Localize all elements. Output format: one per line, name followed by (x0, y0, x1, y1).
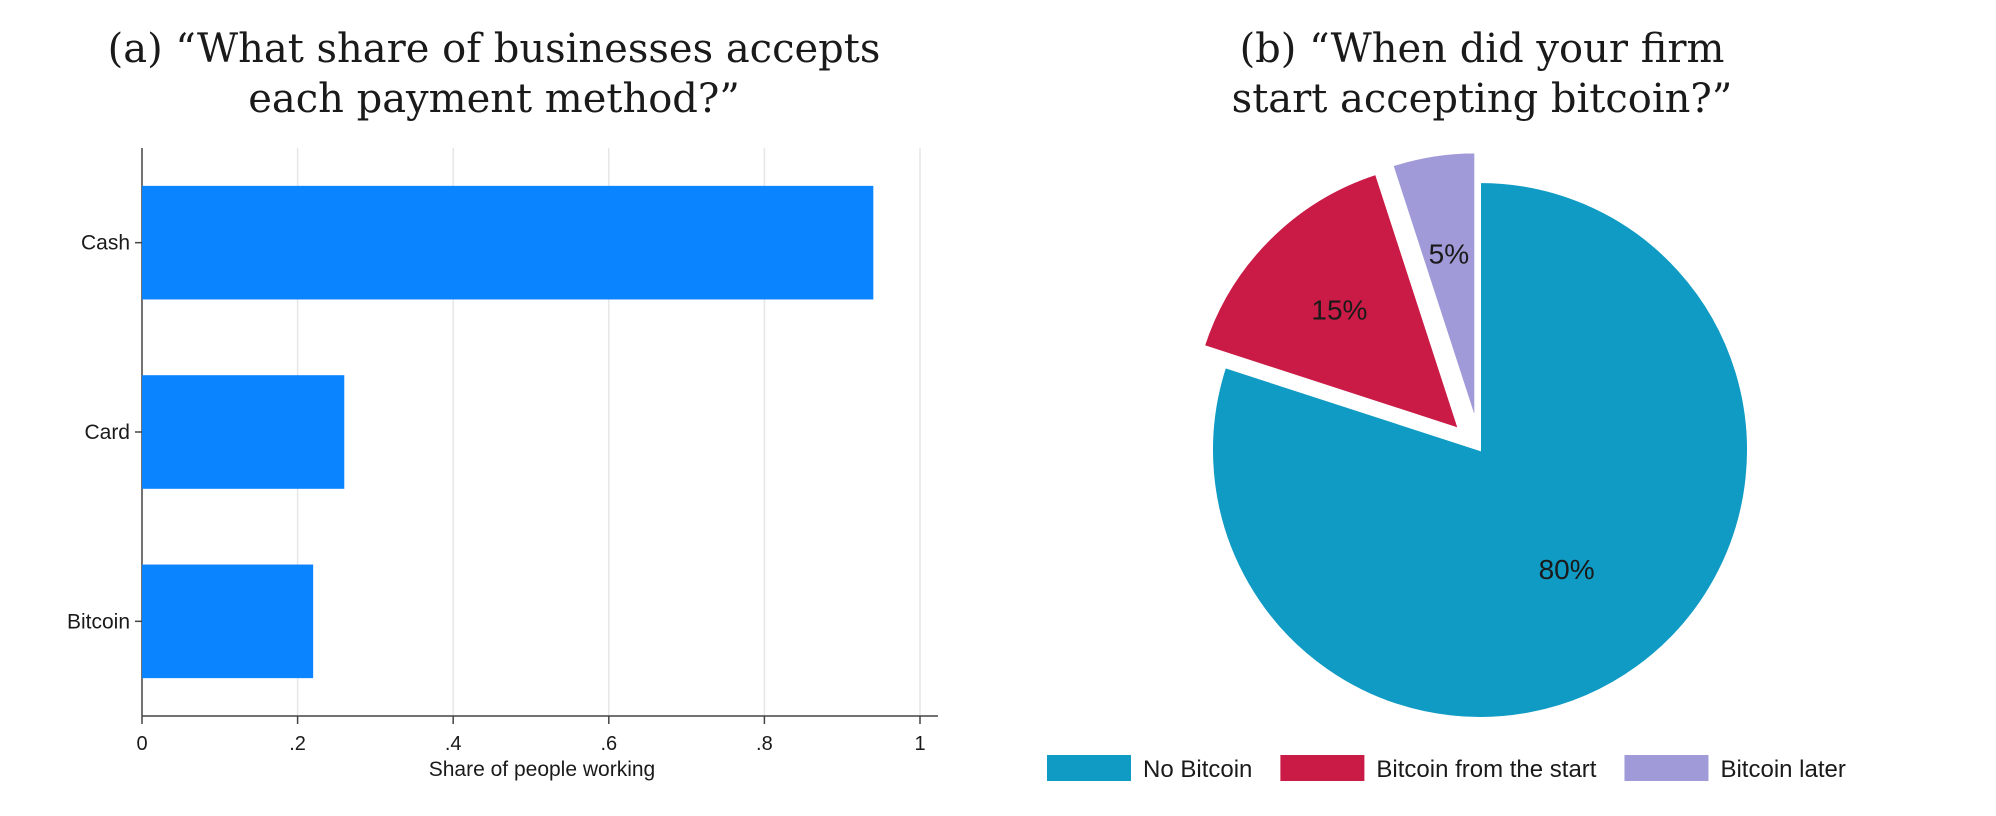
pie-chart-value-labels: 80% 15% 5% (1311, 239, 1594, 586)
bar-cash (142, 185, 874, 300)
pie-slice-bitcoin-later (1391, 151, 1477, 421)
pie-value-label-no-bitcoin: 80% (1539, 554, 1595, 585)
bar-chart-x-tick-label: 0 (136, 733, 147, 755)
bar-chart-panel: (a) “What share of businesses accepts ea… (67, 26, 938, 781)
bar-bitcoin (142, 564, 314, 679)
pie-slice-bitcoin-from-the-start (1202, 172, 1461, 431)
bar-chart-category-label-cash: Cash (81, 232, 130, 255)
bar-chart-tick-labels: 0 .2 .4 .6 .8 1 (136, 733, 925, 755)
bar-chart-x-axis-label: Share of people working (429, 758, 655, 781)
bar-chart-x-tick-label: .6 (600, 733, 617, 755)
pie-slice-no-bitcoin (1211, 180, 1750, 719)
pie-chart-slices (1202, 151, 1750, 719)
bar-card (142, 375, 345, 489)
pie-chart-legend: No Bitcoin Bitcoin from the start Bitcoin … (1047, 755, 1846, 783)
pie-value-label-bitcoin-later: 5% (1429, 239, 1469, 270)
legend-label-bitcoin-later: Bitcoin later (1720, 756, 1845, 783)
bar-chart-title-line-1: (a) “What share of businesses accepts (108, 26, 881, 72)
legend-swatch-no-bitcoin (1047, 755, 1131, 781)
bar-chart-category-label-card: Card (84, 421, 130, 444)
bar-chart-x-tick-label: 1 (914, 733, 925, 755)
legend-item-no-bitcoin: No Bitcoin (1047, 755, 1252, 783)
legend-swatch-bitcoin-from-the-start (1280, 755, 1365, 781)
legend-label-bitcoin-from-the-start: Bitcoin from the start (1376, 756, 1596, 783)
pie-chart-title-line-2: start accepting bitcoin?” (1232, 76, 1733, 122)
bar-chart-x-tick-label: .4 (445, 733, 462, 755)
pie-chart-title-line-1: (b) “When did your firm (1240, 26, 1725, 72)
legend-swatch-bitcoin-later (1624, 755, 1709, 781)
bar-chart-x-tick-label: .8 (756, 733, 773, 755)
pie-value-label-bitcoin-from-the-start: 15% (1311, 294, 1367, 325)
bar-chart-title-line-2: each payment method?” (248, 76, 740, 122)
bar-chart-bars (142, 185, 874, 679)
legend-label-no-bitcoin: No Bitcoin (1143, 756, 1252, 783)
legend-item-bitcoin-later: Bitcoin later (1624, 755, 1846, 783)
pie-chart-panel: (b) “When did your firm start accepting … (1047, 26, 1846, 783)
legend-item-bitcoin-from-the-start: Bitcoin from the start (1280, 755, 1597, 783)
bar-chart-category-labels: Cash Card Bitcoin (67, 232, 130, 634)
bar-chart-category-label-bitcoin: Bitcoin (67, 610, 130, 633)
bar-chart-x-tick-label: .2 (289, 733, 306, 755)
